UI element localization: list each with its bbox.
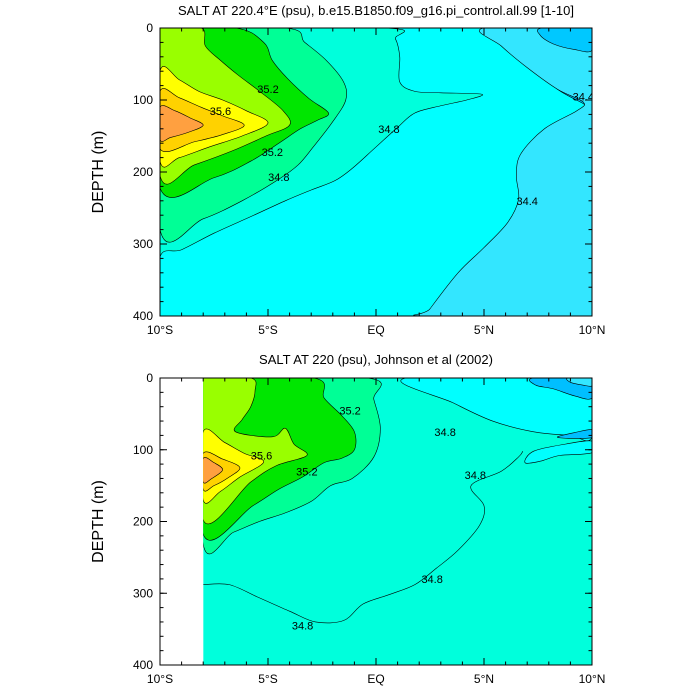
y-tick-label: 0 bbox=[146, 371, 153, 385]
contour-label-3: 35.2 bbox=[262, 147, 283, 159]
contour-region-3 bbox=[203, 378, 308, 524]
x-tick-label: 10°S bbox=[147, 672, 173, 686]
contour-label-7: 34.8 bbox=[292, 621, 313, 633]
x-tick-label: 5°N bbox=[474, 323, 494, 337]
contour-label-1: 35.2 bbox=[257, 84, 278, 96]
chart-title: SALT AT 220 (psu), Johnson et al (2002) bbox=[259, 352, 493, 367]
contour-region-8 bbox=[160, 88, 245, 153]
x-tick-label: 5°S bbox=[258, 672, 277, 686]
contour-label-2: 34.8 bbox=[434, 427, 455, 439]
contour-label-4: 34.8 bbox=[268, 172, 289, 184]
contour-label-4: 35.2 bbox=[296, 466, 317, 478]
contour-region-10 bbox=[557, 429, 592, 439]
y-tick-label: 400 bbox=[133, 309, 153, 323]
contour-region-6 bbox=[203, 457, 223, 484]
contour-region-11 bbox=[537, 28, 592, 53]
contour-label-5: 34.8 bbox=[378, 124, 399, 136]
y-tick-label: 300 bbox=[133, 586, 153, 600]
y-tick-label: 200 bbox=[133, 165, 153, 179]
x-tick-label: EQ bbox=[367, 672, 384, 686]
y-axis-title: DEPTH (m) bbox=[90, 131, 107, 214]
contour-region-11 bbox=[566, 378, 592, 387]
y-tick-label: 400 bbox=[133, 658, 153, 672]
contour-region-9 bbox=[160, 105, 204, 142]
y-tick-label: 100 bbox=[133, 443, 153, 457]
chart-title: SALT AT 220.4°E (psu), b.e15.B1850.f09_g… bbox=[178, 3, 574, 18]
y-tick-label: 0 bbox=[146, 21, 153, 35]
contour-region-8 bbox=[524, 440, 592, 464]
contour-label-7: 34.4 bbox=[573, 91, 594, 103]
plot-area: 35.2 34.8 35.6 35.2 34.8 34.8 34.8 bbox=[203, 378, 592, 665]
contour-label-1: 35.2 bbox=[339, 405, 360, 417]
contour-label-6: 34.4 bbox=[516, 196, 537, 208]
y-axis-title: DEPTH (m) bbox=[90, 480, 107, 563]
contour-region-10 bbox=[413, 28, 592, 316]
y-tick-label: 200 bbox=[133, 515, 153, 529]
y-tick-label: 300 bbox=[133, 237, 153, 251]
plot-area: 35.2 35.6 35.2 34.8 34.8 34.4 34.4 bbox=[160, 28, 594, 316]
x-tick-label: EQ bbox=[367, 323, 384, 337]
x-tick-label: 10°N bbox=[579, 672, 606, 686]
x-tick-label: 5°S bbox=[258, 323, 277, 337]
contour-label-2: 35.6 bbox=[210, 106, 231, 118]
contour-label-5: 34.8 bbox=[465, 470, 486, 482]
x-tick-label: 10°N bbox=[579, 323, 606, 337]
chart-panel-1: 35.2 35.6 35.2 34.8 34.8 34.4 34.4 10°S 5°S EQ 5°N… bbox=[90, 3, 606, 337]
contour-line-34.8 bbox=[203, 451, 524, 624]
contour-label-3: 35.6 bbox=[251, 450, 272, 462]
x-tick-label: 10°S bbox=[147, 323, 173, 337]
x-tick-label: 5°N bbox=[474, 672, 494, 686]
chart-panel-2: 35.2 34.8 35.6 35.2 34.8 34.8 34.8 10°S 5°S EQ 5°N… bbox=[90, 352, 606, 686]
contour-label-6: 34.8 bbox=[421, 574, 442, 586]
y-tick-label: 100 bbox=[133, 93, 153, 107]
